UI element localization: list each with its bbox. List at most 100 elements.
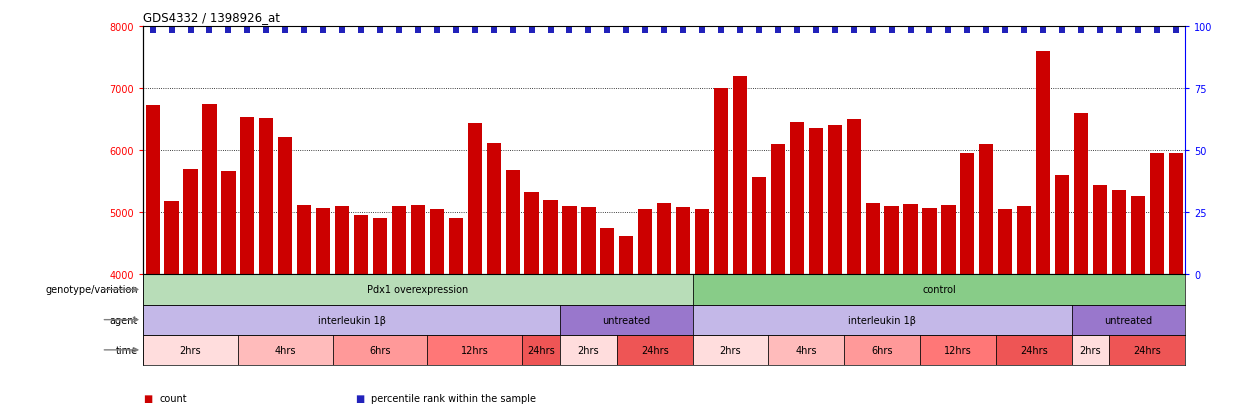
- Bar: [430, 210, 444, 413]
- Bar: [278, 138, 293, 413]
- Text: 4hrs: 4hrs: [275, 345, 296, 355]
- Text: interleukin 1β: interleukin 1β: [848, 315, 916, 325]
- Bar: [692, 305, 1072, 335]
- Bar: [427, 335, 522, 365]
- Bar: [560, 335, 616, 365]
- Bar: [771, 145, 786, 413]
- Bar: [996, 335, 1072, 365]
- Bar: [1055, 176, 1069, 413]
- Bar: [789, 123, 804, 413]
- Text: ■: ■: [355, 393, 364, 403]
- Bar: [828, 126, 842, 413]
- Text: 24hrs: 24hrs: [641, 345, 669, 355]
- Bar: [354, 216, 369, 413]
- Bar: [676, 207, 690, 413]
- Bar: [1149, 154, 1164, 413]
- Bar: [923, 209, 936, 413]
- Bar: [639, 210, 652, 413]
- Bar: [374, 218, 387, 413]
- Bar: [411, 205, 425, 413]
- Bar: [222, 172, 235, 413]
- Bar: [941, 206, 955, 413]
- Bar: [998, 210, 1012, 413]
- Text: 12hrs: 12hrs: [944, 345, 972, 355]
- Bar: [335, 206, 349, 413]
- Bar: [1112, 191, 1125, 413]
- Bar: [143, 275, 692, 305]
- Bar: [240, 118, 254, 413]
- Bar: [1093, 185, 1107, 413]
- Bar: [448, 219, 463, 413]
- Bar: [884, 206, 899, 413]
- Bar: [522, 335, 560, 365]
- Bar: [619, 237, 634, 413]
- Bar: [616, 335, 692, 365]
- Bar: [809, 129, 823, 413]
- Bar: [560, 305, 692, 335]
- Bar: [847, 120, 860, 413]
- Text: 2hrs: 2hrs: [720, 345, 741, 355]
- Bar: [1036, 52, 1051, 413]
- Bar: [203, 104, 217, 413]
- Bar: [1169, 154, 1183, 413]
- Bar: [733, 76, 747, 413]
- Bar: [183, 170, 198, 413]
- Bar: [1072, 335, 1109, 365]
- Bar: [143, 305, 560, 335]
- Bar: [600, 228, 615, 413]
- Bar: [164, 202, 179, 413]
- Bar: [657, 203, 671, 413]
- Text: 12hrs: 12hrs: [461, 345, 488, 355]
- Bar: [960, 153, 975, 413]
- Bar: [904, 204, 918, 413]
- Bar: [1017, 206, 1031, 413]
- Bar: [695, 210, 710, 413]
- Text: 24hrs: 24hrs: [1020, 345, 1047, 355]
- Bar: [1109, 335, 1185, 365]
- Text: 2hrs: 2hrs: [1079, 345, 1102, 355]
- Bar: [920, 335, 996, 365]
- Bar: [298, 206, 311, 413]
- Text: percentile rank within the sample: percentile rank within the sample: [371, 393, 537, 403]
- Text: untreated: untreated: [1104, 315, 1153, 325]
- Bar: [865, 203, 880, 413]
- Bar: [1072, 305, 1185, 335]
- Bar: [581, 208, 595, 413]
- Text: 6hrs: 6hrs: [872, 345, 893, 355]
- Text: 24hrs: 24hrs: [527, 345, 555, 355]
- Bar: [487, 144, 500, 413]
- Text: count: count: [159, 393, 187, 403]
- Bar: [1130, 197, 1145, 413]
- Bar: [563, 206, 576, 413]
- Bar: [146, 105, 159, 413]
- Bar: [468, 123, 482, 413]
- Bar: [392, 206, 406, 413]
- Text: 6hrs: 6hrs: [370, 345, 391, 355]
- Text: 24hrs: 24hrs: [1133, 345, 1162, 355]
- Bar: [980, 145, 994, 413]
- Text: GDS4332 / 1398926_at: GDS4332 / 1398926_at: [143, 11, 280, 24]
- Text: control: control: [923, 285, 956, 295]
- Text: 2hrs: 2hrs: [578, 345, 599, 355]
- Bar: [332, 335, 427, 365]
- Bar: [692, 275, 1185, 305]
- Bar: [524, 193, 539, 413]
- Text: 4hrs: 4hrs: [796, 345, 817, 355]
- Text: ■: ■: [143, 393, 152, 403]
- Bar: [238, 335, 332, 365]
- Bar: [692, 335, 768, 365]
- Bar: [752, 178, 766, 413]
- Bar: [316, 209, 330, 413]
- Bar: [543, 200, 558, 413]
- Text: agent: agent: [110, 315, 138, 325]
- Text: interleukin 1β: interleukin 1β: [317, 315, 386, 325]
- Text: untreated: untreated: [603, 315, 650, 325]
- Text: genotype/variation: genotype/variation: [45, 285, 138, 295]
- Bar: [768, 335, 844, 365]
- Bar: [143, 335, 238, 365]
- Bar: [844, 335, 920, 365]
- Bar: [259, 119, 274, 413]
- Bar: [1074, 114, 1088, 413]
- Text: 2hrs: 2hrs: [179, 345, 202, 355]
- Text: time: time: [116, 345, 138, 355]
